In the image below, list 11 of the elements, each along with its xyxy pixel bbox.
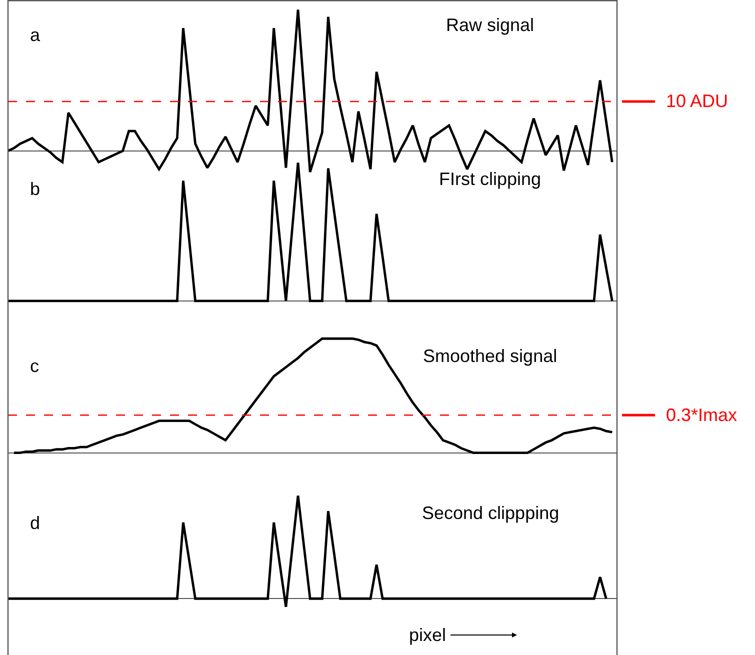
- ref-line-label: 0.3*Imax: [666, 405, 738, 425]
- chart-title: FIrst clipping: [439, 169, 542, 189]
- x-axis-title: pixel: [409, 625, 446, 645]
- annotation: c: [30, 356, 39, 376]
- annotation: d: [30, 513, 40, 533]
- chart-title: Raw signal: [446, 15, 534, 35]
- chart-title: Second clippping: [422, 503, 560, 523]
- annotation: a: [30, 25, 41, 45]
- chart-title: Smoothed signal: [423, 346, 558, 366]
- ref-line-label: 10 ADU: [666, 91, 728, 111]
- annotation: b: [30, 179, 40, 199]
